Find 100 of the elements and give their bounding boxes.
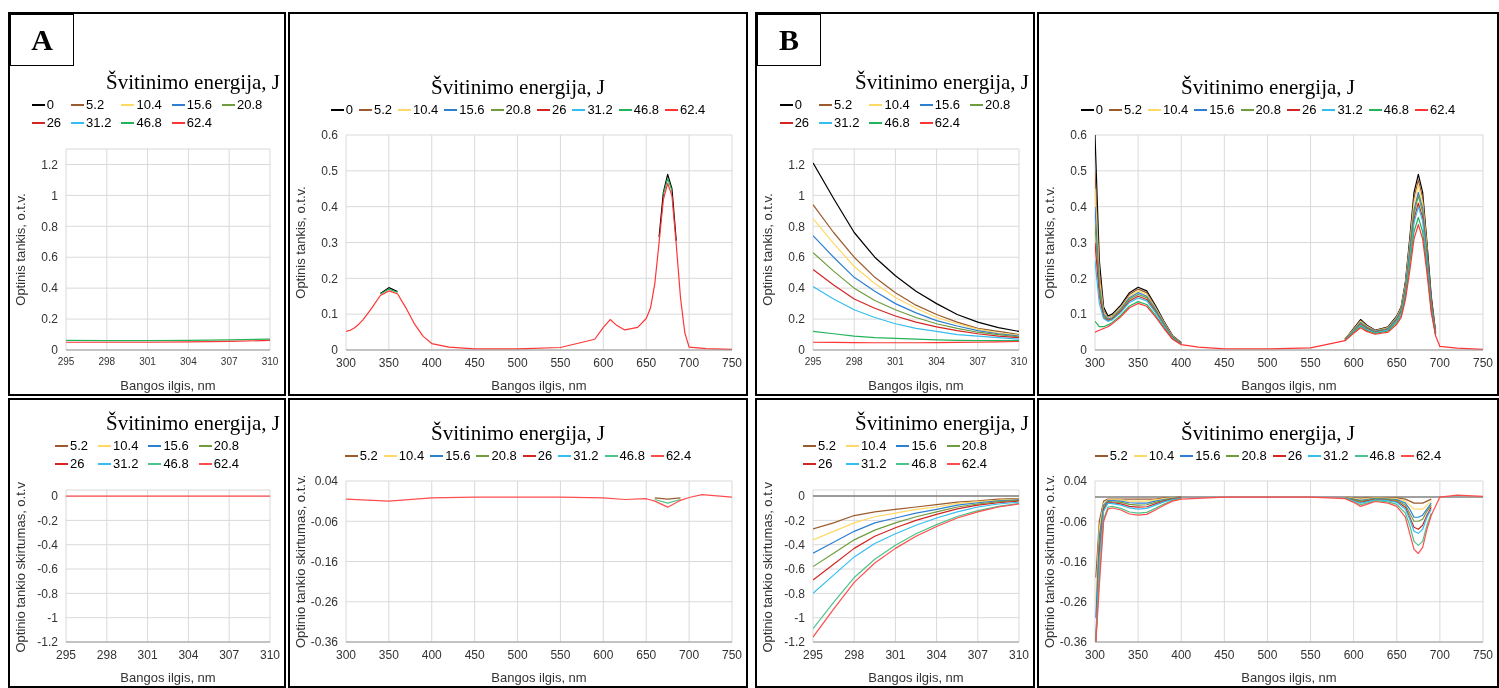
y-tick-label: -1 (794, 610, 806, 625)
legend-label: 15.6 (1195, 448, 1221, 463)
x-tick-label: 400 (421, 647, 443, 662)
legend-label: 26 (551, 102, 567, 117)
line-series (813, 499, 1019, 568)
x-tick-label: 550 (1300, 355, 1321, 370)
x-tick-label: 301 (137, 647, 158, 662)
x-axis-title: Bangos ilgis, nm (120, 670, 216, 685)
x-tick-label: 550 (550, 355, 571, 370)
legend-label: 10.4 (412, 102, 439, 117)
x-tick-label: 300 (1084, 355, 1106, 370)
legend-label: 26 (794, 115, 810, 130)
legend-label: 20.8 (1255, 102, 1281, 117)
y-tick-label: -0.06 (310, 514, 339, 529)
legend-label: 15.6 (163, 438, 189, 453)
x-tick-label: 295 (55, 647, 77, 662)
legend-title: Švitinimo energija, J (1180, 74, 1356, 100)
legend-label: 10.4 (1148, 448, 1175, 463)
y-axis-title: Optinis tankis, o.t.v. (759, 193, 775, 306)
x-tick-label: 550 (1300, 647, 1321, 662)
line-series (813, 499, 1019, 554)
line-series (813, 269, 1019, 339)
x-tick-label: 300 (1084, 647, 1106, 662)
x-axis-title: Bangos ilgis, nm (868, 670, 964, 685)
y-tick-label: -0.8 (784, 586, 806, 601)
y-tick-label: -1 (47, 610, 59, 625)
legend-label: 15.6 (911, 438, 937, 453)
y-tick-label: -0.26 (1059, 595, 1088, 610)
x-tick-label: 298 (96, 647, 118, 662)
y-tick-label: 0.3 (1070, 235, 1088, 250)
legend-label: 31.2 (587, 102, 613, 117)
y-axis-title: Optinis tankis, o.t.v. (1041, 186, 1057, 299)
x-tick-label: 307 (219, 647, 240, 662)
x-tick-label: 310 (261, 356, 279, 368)
y-tick-label: 0.4 (1070, 199, 1088, 214)
legend-label: 15.6 (934, 97, 961, 112)
legend-label: 5.2 (373, 102, 392, 117)
x-tick-label: 350 (1128, 647, 1149, 662)
y-tick-label: -0.2 (37, 513, 59, 528)
legend-label: 31.2 (1337, 102, 1363, 117)
y-tick-label: 0.4 (788, 281, 806, 296)
y-tick-label: 0 (51, 489, 59, 504)
x-tick-label: 298 (844, 647, 865, 662)
legend-label: 62.4 (680, 102, 706, 117)
x-tick-label: 600 (1343, 647, 1364, 662)
x-tick-label: 450 (1214, 647, 1235, 662)
y-tick-label: -0.6 (784, 562, 806, 577)
x-axis-title: Bangos ilgis, nm (868, 378, 964, 393)
y-tick-label: 1 (798, 188, 806, 203)
y-tick-label: -0.8 (37, 586, 59, 601)
legend-label: 20.8 (491, 448, 517, 463)
legend-title: Švitinimo energija, J (105, 69, 280, 95)
y-tick-label: 1.2 (788, 157, 806, 172)
legend-label: 15.6 (445, 448, 471, 463)
x-tick-label: 700 (1429, 355, 1451, 370)
y-tick-label: -0.16 (1059, 554, 1088, 569)
x-tick-label: 600 (593, 647, 614, 662)
x-tick-label: 600 (593, 355, 614, 370)
x-tick-label: 750 (721, 647, 743, 662)
legend-label: 20.8 (213, 438, 239, 453)
legend-label: 62.4 (961, 456, 987, 471)
x-tick-label: 300 (335, 647, 357, 662)
legend-label: 15.6 (459, 102, 485, 117)
legend-label: 26 (1287, 448, 1303, 463)
legend-label: 26 (1301, 102, 1317, 117)
x-tick-label: 298 (845, 356, 863, 368)
y-tick-label: 0.5 (321, 164, 339, 179)
x-tick-label: 298 (98, 356, 116, 368)
x-tick-label: 300 (335, 355, 357, 370)
legend-label: 26 (537, 448, 553, 463)
y-tick-label: -0.6 (37, 562, 59, 577)
y-tick-label: 1 (51, 188, 59, 203)
x-tick-label: 650 (1386, 647, 1408, 662)
y-tick-label: 1.2 (41, 157, 59, 172)
x-tick-label: 295 (802, 647, 824, 662)
legend-label: 46.8 (1383, 102, 1410, 117)
x-tick-label: 307 (967, 647, 989, 662)
y-tick-label: 0.8 (41, 219, 59, 234)
legend-label: 5.2 (834, 97, 853, 112)
line-series (813, 162, 1019, 333)
y-tick-label: -0.4 (37, 537, 59, 552)
x-tick-label: 450 (464, 355, 485, 370)
y-tick-label: -0.2 (784, 513, 806, 528)
x-tick-label: 450 (464, 647, 485, 662)
y-tick-label: -0.36 (1059, 635, 1088, 650)
x-tick-label: 500 (1257, 355, 1278, 370)
x-tick-label: 700 (679, 355, 700, 370)
x-tick-label: 500 (507, 355, 528, 370)
legend-label: 62.4 (934, 115, 961, 130)
x-axis-title: Bangos ilgis, nm (491, 670, 587, 685)
legend-label: 10.4 (1162, 102, 1189, 117)
x-tick-label: 700 (1429, 647, 1451, 662)
line-series (813, 498, 1019, 541)
legend-label: 0 (1095, 102, 1103, 117)
legend-label: 26 (817, 456, 833, 471)
x-tick-label: 350 (378, 647, 400, 662)
legend-label: 62.4 (186, 115, 213, 130)
legend-label: 5.2 (1109, 448, 1128, 463)
x-tick-label: 310 (259, 647, 281, 662)
legend-label: 0 (345, 102, 353, 117)
